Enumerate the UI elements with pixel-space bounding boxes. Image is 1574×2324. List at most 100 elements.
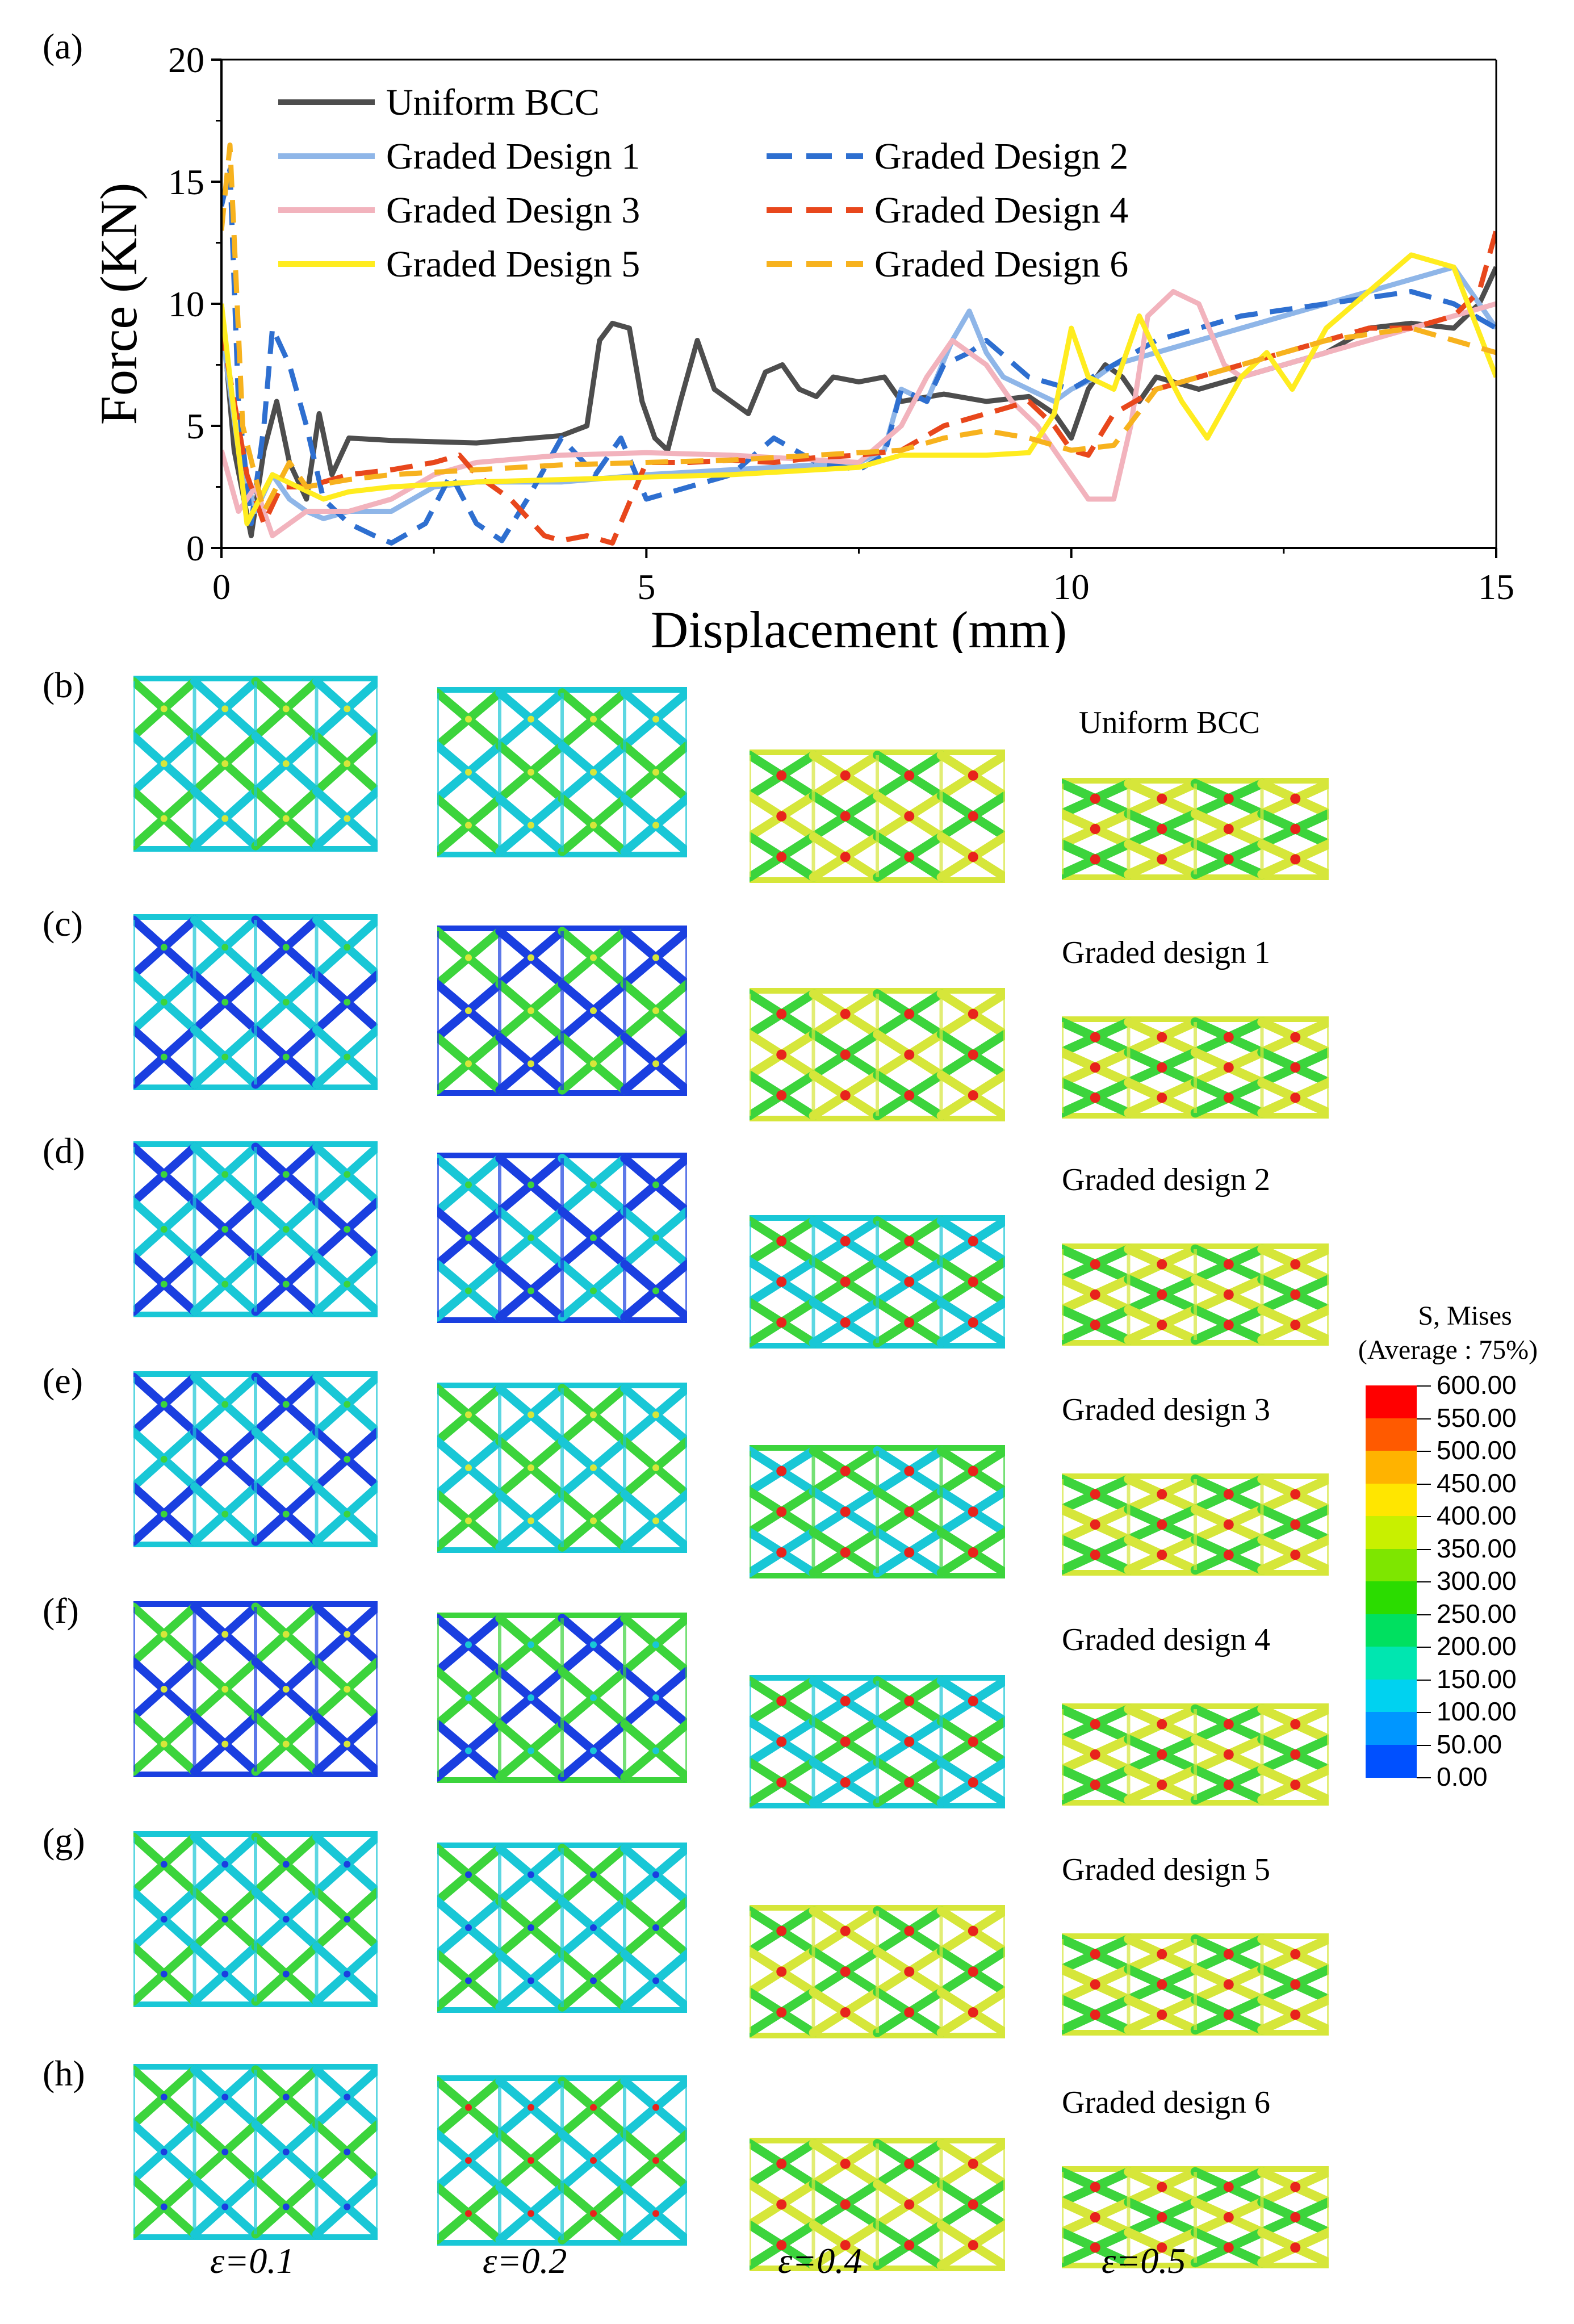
series-line-3 xyxy=(221,167,1496,546)
colorbar-tick xyxy=(1417,1647,1431,1648)
lattice-e-strain-4 xyxy=(1062,1473,1329,1576)
colorbar-tick xyxy=(1417,1548,1431,1550)
x-axis-label: Displacement (mm) xyxy=(651,601,1067,653)
lattice-c-strain-1 xyxy=(133,914,378,1090)
series-lines xyxy=(221,143,1496,546)
colorbar-label: 150.00 xyxy=(1437,1664,1517,1694)
lattice-f-strain-4 xyxy=(1062,1703,1329,1806)
lattice-g-strain-3 xyxy=(750,1905,1005,2038)
lattice-c-strain-3 xyxy=(750,988,1005,1121)
colorbar-tick xyxy=(1417,1712,1431,1713)
lattice-e-strain-3 xyxy=(750,1445,1005,1578)
lattice-d-strain-2 xyxy=(437,1153,687,1323)
lattice-h-strain-4 xyxy=(1062,2166,1329,2268)
colorbar-label: 350.00 xyxy=(1437,1533,1517,1563)
colorbar-label: 250.00 xyxy=(1437,1598,1517,1628)
colorbar-tick xyxy=(1417,1777,1431,1778)
colorbar-label: 400.00 xyxy=(1437,1501,1517,1530)
colorbar-band xyxy=(1366,1483,1417,1517)
colorbar-band xyxy=(1366,1581,1417,1615)
panel-label-h: (h) xyxy=(43,2053,85,2093)
panel-label-c: (c) xyxy=(43,903,83,944)
row-title-b: Uniform BCC xyxy=(1079,705,1260,740)
colorbar-band xyxy=(1366,1548,1417,1582)
legend-label-1: Uniform BCC xyxy=(386,82,600,123)
colorbar-label: 0.00 xyxy=(1437,1762,1488,1791)
colorbar-band xyxy=(1366,1744,1417,1778)
panel-label-g: (g) xyxy=(43,1820,85,1861)
lattice-d-strain-3 xyxy=(750,1215,1005,1349)
legend-label-4: Graded Design 3 xyxy=(386,190,640,231)
colorbar-tick xyxy=(1417,1451,1431,1452)
colorbar-tick xyxy=(1417,1581,1431,1582)
lattice-d-strain-4 xyxy=(1062,1243,1329,1346)
legend-label-6: Graded Design 5 xyxy=(386,244,640,285)
lattice-b-strain-4 xyxy=(1062,778,1329,880)
colorbar-band xyxy=(1366,1679,1417,1712)
colorbar-label: 550.00 xyxy=(1437,1402,1517,1433)
colorbar-band xyxy=(1366,1614,1417,1647)
colorbar-label: 300.00 xyxy=(1437,1566,1517,1596)
row-title-d: Graded design 2 xyxy=(1062,1162,1271,1197)
colorbar-label: 100.00 xyxy=(1437,1697,1517,1726)
y-tick-label: 0 xyxy=(186,528,204,568)
strain-label-0.2: ε=0.2 xyxy=(483,2241,567,2281)
panel-label-a: (a) xyxy=(43,26,83,66)
x-tick-label: 0 xyxy=(212,567,231,607)
lattice-h-strain-2 xyxy=(437,2075,687,2246)
panel-label-f: (f) xyxy=(43,1590,79,1631)
colorbar-band xyxy=(1366,1385,1417,1419)
lattice-d-strain-1 xyxy=(133,1141,378,1317)
colorbar-band xyxy=(1366,1647,1417,1680)
row-title-c: Graded design 1 xyxy=(1062,935,1271,970)
series-line-4 xyxy=(221,289,1496,538)
colorbar-label: 200.00 xyxy=(1437,1631,1517,1661)
lattice-g-strain-2 xyxy=(437,1843,687,2013)
lattice-g-strain-1 xyxy=(133,1831,378,2007)
colorbar-label: 450.00 xyxy=(1437,1468,1517,1498)
lattice-f-strain-3 xyxy=(750,1675,1005,1808)
lattice-b-strain-2 xyxy=(437,687,687,857)
strain-label-0.1: ε=0.1 xyxy=(210,2241,295,2281)
panel-label-d: (d) xyxy=(43,1130,85,1171)
colorbar-tick xyxy=(1417,1744,1431,1746)
row-title-g: Graded design 5 xyxy=(1062,1852,1271,1887)
colorbar-tick xyxy=(1417,1614,1431,1615)
colorbar-label: 500.00 xyxy=(1437,1435,1517,1465)
colorbar-subtitle: (Average : 75%) xyxy=(1358,1335,1538,1365)
panel-label-b: (b) xyxy=(43,665,85,705)
series-line-7 xyxy=(221,143,1496,514)
y-tick-label: 20 xyxy=(168,40,204,80)
x-tick-label: 10 xyxy=(1053,567,1090,607)
lattice-b-strain-3 xyxy=(750,749,1005,883)
lattice-c-strain-2 xyxy=(437,926,687,1096)
y-axis-label: Force (KN) xyxy=(90,183,148,425)
strain-label-0.4: ε=0.4 xyxy=(778,2241,863,2281)
colorbar-tick xyxy=(1417,1516,1431,1517)
panel-label-e: (e) xyxy=(43,1360,83,1401)
colorbar-title: S, Mises xyxy=(1418,1301,1512,1331)
lattice-f-strain-2 xyxy=(437,1613,687,1783)
lattice-h-strain-3 xyxy=(750,2138,1005,2271)
legend-label-2: Graded Design 1 xyxy=(386,136,640,177)
colorbar-label: 600.00 xyxy=(1437,1370,1517,1400)
colorbar-band xyxy=(1366,1516,1417,1550)
colorbar-tick xyxy=(1417,1483,1431,1485)
x-tick-label: 15 xyxy=(1478,567,1514,607)
y-tick-label: 10 xyxy=(168,284,204,324)
y-tick-label: 5 xyxy=(186,406,204,446)
row-title-e: Graded design 3 xyxy=(1062,1392,1271,1427)
colorbar xyxy=(1366,1385,1417,1778)
y-tick-label: 15 xyxy=(168,162,204,202)
colorbar-tick xyxy=(1417,1418,1431,1419)
strain-label-0.5: ε=0.5 xyxy=(1102,2241,1186,2281)
lattice-g-strain-4 xyxy=(1062,1933,1329,2036)
colorbar-tick xyxy=(1417,1679,1431,1681)
legend-label-5: Graded Design 4 xyxy=(874,190,1128,231)
force-displacement-chart: 0 5 10 15 0 5 10 15 20 Displacement (mm) Force (KN… xyxy=(90,40,1514,653)
colorbar-band xyxy=(1366,1451,1417,1484)
colorbar-band xyxy=(1366,1712,1417,1745)
colorbar-tick xyxy=(1417,1385,1431,1387)
row-title-f: Graded design 4 xyxy=(1062,1622,1271,1657)
lattice-c-strain-4 xyxy=(1062,1016,1329,1119)
